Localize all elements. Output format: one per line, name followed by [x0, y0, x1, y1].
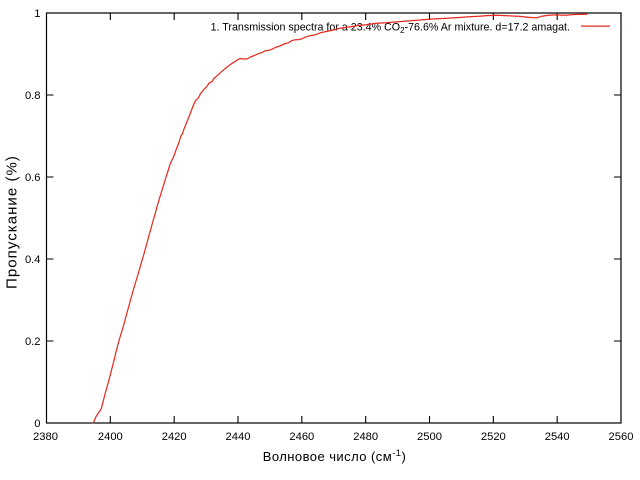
svg-text:0: 0	[34, 418, 40, 430]
svg-text:Пропускание (%): Пропускание (%)	[4, 155, 21, 289]
svg-text:1. Transmission spectra for a: 1. Transmission spectra for a 23.4% CO2-…	[211, 21, 570, 35]
svg-text:2440: 2440	[226, 431, 251, 443]
svg-text:2460: 2460	[289, 431, 314, 443]
svg-text:2420: 2420	[162, 431, 187, 443]
svg-text:2500: 2500	[417, 431, 442, 443]
svg-text:0.4: 0.4	[25, 254, 41, 266]
svg-text:2540: 2540	[545, 431, 570, 443]
svg-text:2520: 2520	[481, 431, 506, 443]
svg-text:2400: 2400	[98, 431, 123, 443]
svg-text:0.2: 0.2	[25, 336, 41, 348]
svg-text:Волновое число (см-1): Волновое число (см-1)	[263, 448, 407, 464]
svg-text:0.6: 0.6	[25, 172, 41, 184]
svg-text:2560: 2560	[609, 431, 634, 443]
svg-text:2480: 2480	[353, 431, 378, 443]
svg-text:1: 1	[34, 8, 40, 20]
svg-text:2380: 2380	[33, 431, 58, 443]
svg-text:0.8: 0.8	[25, 90, 41, 102]
